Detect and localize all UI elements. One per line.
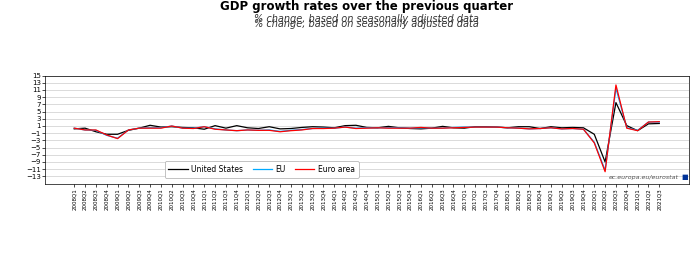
United States: [179, 126, 187, 129]
Text: % change, based on seasonally adjusted data: % change, based on seasonally adjusted d…: [255, 14, 479, 23]
EU: [179, 127, 187, 130]
EU: [655, 120, 664, 124]
Euro area: [644, 120, 653, 124]
United States: [612, 101, 620, 104]
United States: [70, 127, 78, 130]
Euro area: [211, 128, 219, 131]
Euro area: [601, 170, 609, 173]
EU: [211, 127, 219, 130]
United States: [601, 160, 609, 164]
United States: [590, 133, 599, 136]
Euro area: [135, 127, 143, 130]
United States: [211, 124, 219, 127]
Euro area: [655, 120, 664, 123]
EU: [601, 169, 609, 172]
United States: [655, 122, 664, 125]
Text: ec.europa.eu/eurostat: ec.europa.eu/eurostat: [609, 175, 679, 180]
EU: [612, 87, 620, 90]
Euro area: [590, 141, 599, 144]
Euro area: [612, 83, 620, 87]
EU: [590, 141, 599, 144]
Legend: United States, EU, Euro area: United States, EU, Euro area: [165, 161, 358, 178]
Line: United States: United States: [74, 103, 659, 162]
Line: EU: EU: [74, 88, 659, 170]
EU: [135, 127, 143, 130]
United States: [644, 122, 653, 126]
United States: [135, 127, 143, 130]
Text: ■: ■: [681, 174, 688, 180]
United States: [286, 127, 295, 130]
Euro area: [179, 127, 187, 130]
EU: [286, 129, 295, 132]
Line: Euro area: Euro area: [74, 85, 659, 172]
Text: % change, based on seasonally adjusted data: % change, based on seasonally adjusted d…: [255, 19, 479, 29]
Euro area: [70, 127, 78, 130]
Euro area: [286, 129, 295, 132]
EU: [644, 120, 653, 124]
EU: [70, 127, 78, 130]
Text: GDP growth rates over the previous quarter: GDP growth rates over the previous quart…: [220, 0, 513, 13]
